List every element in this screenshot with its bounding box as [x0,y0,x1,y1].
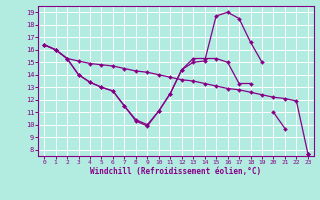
X-axis label: Windchill (Refroidissement éolien,°C): Windchill (Refroidissement éolien,°C) [91,167,261,176]
